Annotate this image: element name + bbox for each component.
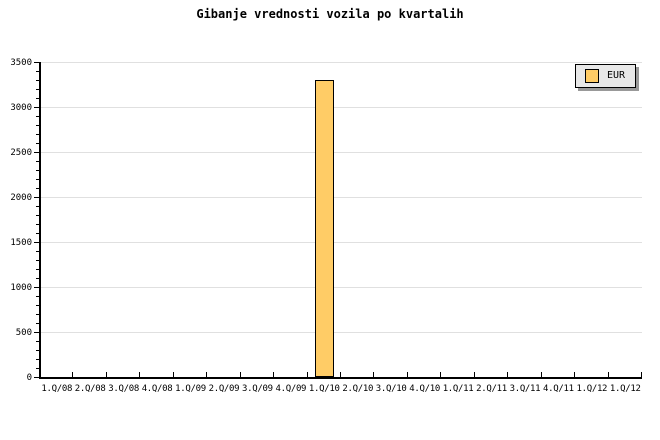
x-tick-16 — [574, 372, 576, 377]
y-tick-label-500: 500 — [15, 328, 32, 338]
y-minor-tick-3200 — [36, 89, 40, 90]
y-major-tick-0 — [34, 377, 40, 378]
y-major-tick-1000 — [34, 287, 40, 288]
y-minor-tick-2400 — [36, 161, 40, 162]
y-tick-label-1500: 1500 — [10, 238, 32, 248]
y-minor-tick-1800 — [36, 215, 40, 216]
y-minor-tick-1300 — [36, 260, 40, 261]
y-minor-tick-1400 — [36, 251, 40, 252]
y-minor-tick-900 — [36, 296, 40, 297]
y-minor-tick-400 — [36, 341, 40, 342]
y-minor-tick-3300 — [36, 80, 40, 81]
y-minor-tick-2700 — [36, 134, 40, 135]
x-tick-label-9: 2.Q/10 — [342, 384, 374, 394]
y-minor-tick-3100 — [36, 98, 40, 99]
y-minor-tick-2800 — [36, 125, 40, 126]
x-tick-label-10: 3.Q/10 — [375, 384, 407, 394]
gridline-y-500 — [40, 332, 642, 333]
x-tick-label-0: 1.Q/08 — [41, 384, 73, 394]
y-minor-tick-2600 — [36, 143, 40, 144]
x-tick-label-11: 4.Q/10 — [409, 384, 440, 394]
y-axis-line — [39, 62, 41, 378]
x-tick-label-17: 1.Q/12 — [609, 384, 641, 394]
y-tick-label-2500: 2500 — [10, 148, 32, 158]
x-tick-14 — [507, 372, 509, 377]
gridline-y-2500 — [40, 152, 642, 153]
x-tick-3 — [139, 372, 141, 377]
x-tick-label-4: 1.Q/09 — [175, 384, 206, 394]
y-minor-tick-700 — [36, 314, 40, 315]
x-tick-17 — [607, 372, 609, 377]
y-major-tick-3000 — [34, 107, 40, 108]
x-tick-label-16: 1.Q/12 — [576, 384, 608, 394]
chart-title: Gibanje vrednosti vozila po kvartalih — [196, 7, 464, 21]
y-minor-tick-2200 — [36, 179, 40, 180]
y-minor-tick-2300 — [36, 170, 40, 171]
y-minor-tick-200 — [36, 359, 40, 360]
x-tick-label-1: 2.Q/08 — [74, 384, 106, 394]
y-minor-tick-2100 — [36, 188, 40, 189]
x-tick-5 — [206, 372, 208, 377]
y-minor-tick-800 — [36, 305, 40, 306]
y-tick-label-0: 0 — [26, 373, 32, 383]
y-minor-tick-2900 — [36, 116, 40, 117]
gridline-y-3000 — [40, 107, 642, 108]
x-tick-label-6: 3.Q/09 — [242, 384, 273, 394]
y-major-tick-1500 — [34, 242, 40, 243]
x-tick-10 — [373, 372, 375, 377]
x-tick-7 — [273, 372, 275, 377]
x-tick-13 — [473, 372, 475, 377]
x-tick-8 — [306, 372, 308, 377]
x-tick-label-12: 1.Q/11 — [442, 384, 474, 394]
x-tick-12 — [440, 372, 442, 377]
y-minor-tick-300 — [36, 350, 40, 351]
x-axis-line — [39, 377, 642, 379]
x-tick-label-5: 2.Q/09 — [208, 384, 240, 394]
x-tick-label-8: 1.Q/10 — [308, 384, 340, 394]
x-tick-label-13: 2.Q/11 — [476, 384, 507, 394]
y-tick-label-2000: 2000 — [10, 193, 32, 203]
y-minor-tick-1200 — [36, 269, 40, 270]
legend-swatch-eur — [585, 69, 599, 83]
y-minor-tick-1600 — [36, 233, 40, 234]
y-major-tick-2500 — [34, 152, 40, 153]
gridline-y-3500 — [40, 62, 642, 63]
y-minor-tick-1700 — [36, 224, 40, 225]
y-minor-tick-1100 — [36, 278, 40, 279]
y-tick-label-3000: 3000 — [10, 103, 32, 113]
x-tick-9 — [340, 372, 341, 377]
x-tick-18 — [641, 372, 642, 377]
x-tick-11 — [406, 372, 408, 377]
gridline-y-1000 — [40, 287, 642, 288]
y-minor-tick-600 — [36, 323, 40, 324]
y-minor-tick-100 — [36, 368, 40, 369]
x-tick-label-3: 4.Q/08 — [141, 384, 173, 394]
y-tick-label-3500: 3500 — [10, 58, 32, 68]
gridline-y-1500 — [40, 242, 642, 243]
x-tick-label-2: 3.Q/08 — [108, 384, 139, 394]
y-tick-label-1000: 1000 — [10, 283, 32, 293]
x-tick-2 — [105, 372, 107, 377]
x-tick-1 — [72, 372, 74, 377]
x-tick-4 — [172, 372, 174, 377]
y-major-tick-2000 — [34, 197, 40, 198]
gridline-y-2000 — [40, 197, 642, 198]
y-minor-tick-3400 — [36, 71, 40, 72]
x-tick-label-7: 4.Q/09 — [275, 384, 307, 394]
x-tick-label-14: 3.Q/11 — [509, 384, 541, 394]
x-tick-label-15: 4.Q/11 — [543, 384, 574, 394]
bar-1.Q/10 — [314, 80, 334, 377]
chart-legend: EUR — [575, 64, 637, 88]
x-tick-15 — [540, 372, 542, 377]
y-major-tick-3500 — [34, 62, 40, 63]
legend-label-eur: EUR — [607, 70, 626, 81]
y-minor-tick-1900 — [36, 206, 40, 207]
y-major-tick-500 — [34, 332, 40, 333]
x-tick-6 — [239, 372, 241, 377]
